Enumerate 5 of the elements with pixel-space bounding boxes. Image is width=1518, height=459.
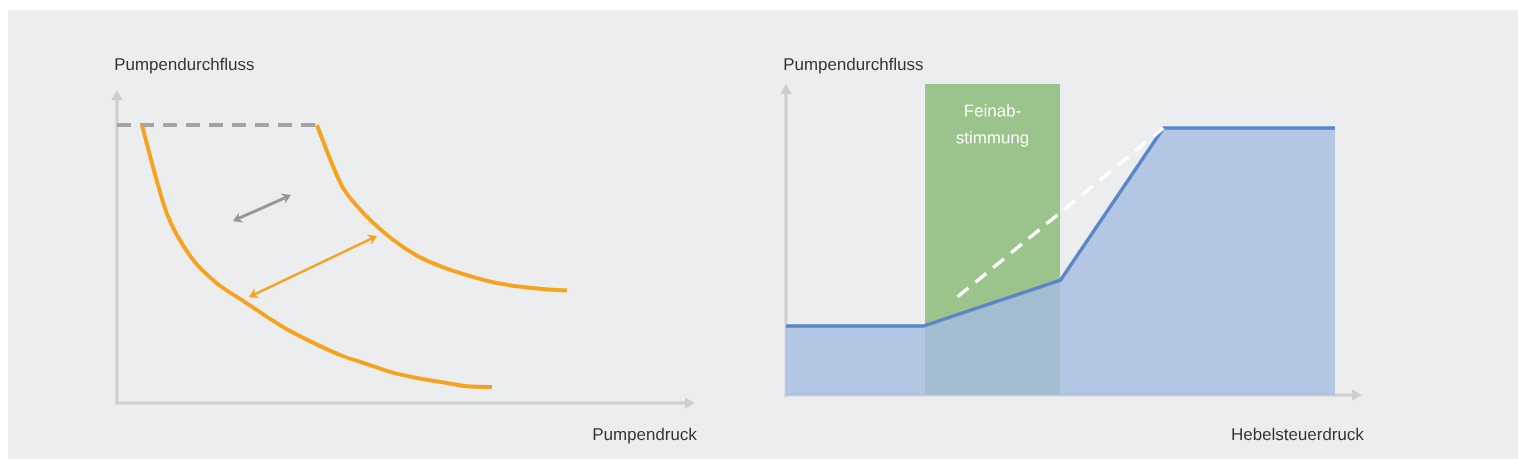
y-axis-title: Pumpendurchfluss bbox=[115, 57, 254, 74]
annotation: Feinab-stimmung bbox=[956, 104, 1029, 147]
x-axis-title: Hebelsteuerdruck bbox=[1232, 427, 1364, 441]
y-axis-title: Pumpendurchfluss bbox=[784, 57, 923, 74]
x-axis-title: Pumpendruck bbox=[593, 427, 697, 444]
